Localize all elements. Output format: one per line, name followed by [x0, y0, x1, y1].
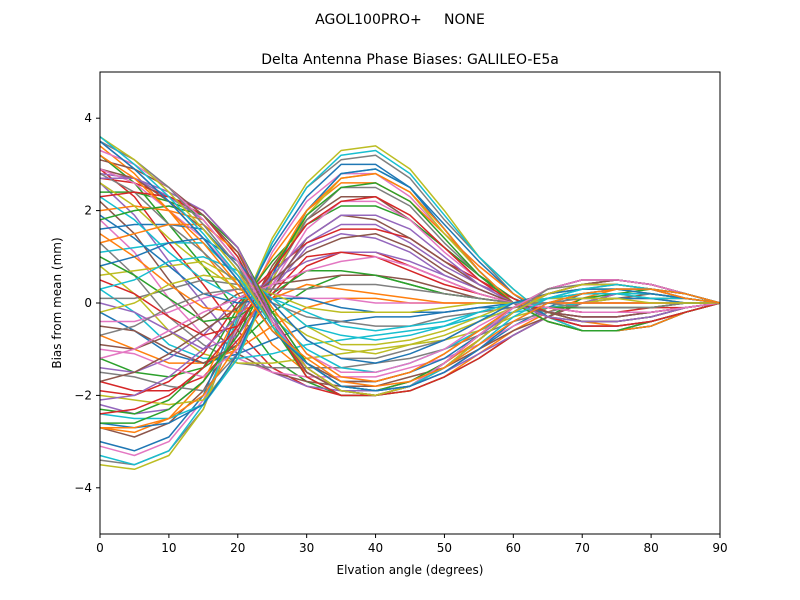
- y-tick-label: −4: [74, 481, 92, 495]
- figure-suptitle: AGOL100PRO+ NONE: [315, 12, 485, 28]
- x-tick-label: 0: [96, 541, 104, 555]
- y-tick-label: 4: [84, 111, 92, 125]
- chart-title: Delta Antenna Phase Biases: GALILEO-E5a: [261, 52, 559, 68]
- y-tick-label: −2: [74, 388, 92, 402]
- series-line-71: [99, 154, 721, 387]
- x-tick-label: 60: [506, 541, 521, 555]
- series-line-52: [100, 182, 721, 424]
- x-axis-label: Elvation angle (degrees): [337, 563, 484, 577]
- series-line-41: [99, 233, 720, 313]
- series-line-53: [99, 195, 721, 415]
- x-tick-label: 30: [299, 541, 314, 555]
- series-line-58: [99, 274, 720, 313]
- x-tick-label: 50: [437, 541, 452, 555]
- y-tick-label: 0: [84, 296, 92, 310]
- series-line-56: [99, 256, 721, 360]
- y-axis-label: Bias from mean (mm): [50, 237, 64, 368]
- series-line-59: [99, 256, 721, 341]
- x-tick-label: 20: [230, 541, 245, 555]
- y-axis: −4 −2 0 2 4: [74, 111, 100, 495]
- y-tick-label: 2: [84, 204, 92, 218]
- x-tick-label: 10: [161, 541, 176, 555]
- x-tick-label: 70: [575, 541, 590, 555]
- series-layer: [99, 136, 721, 471]
- series-line-57: [99, 283, 720, 337]
- series-line-54: [99, 214, 721, 401]
- x-tick-label: 40: [368, 541, 383, 555]
- x-tick-label: 90: [712, 541, 727, 555]
- series-line-55: [99, 232, 721, 383]
- x-tick-label: 80: [643, 541, 658, 555]
- x-axis: 0 10 20 30 40 50 60 70 80 90: [96, 534, 728, 555]
